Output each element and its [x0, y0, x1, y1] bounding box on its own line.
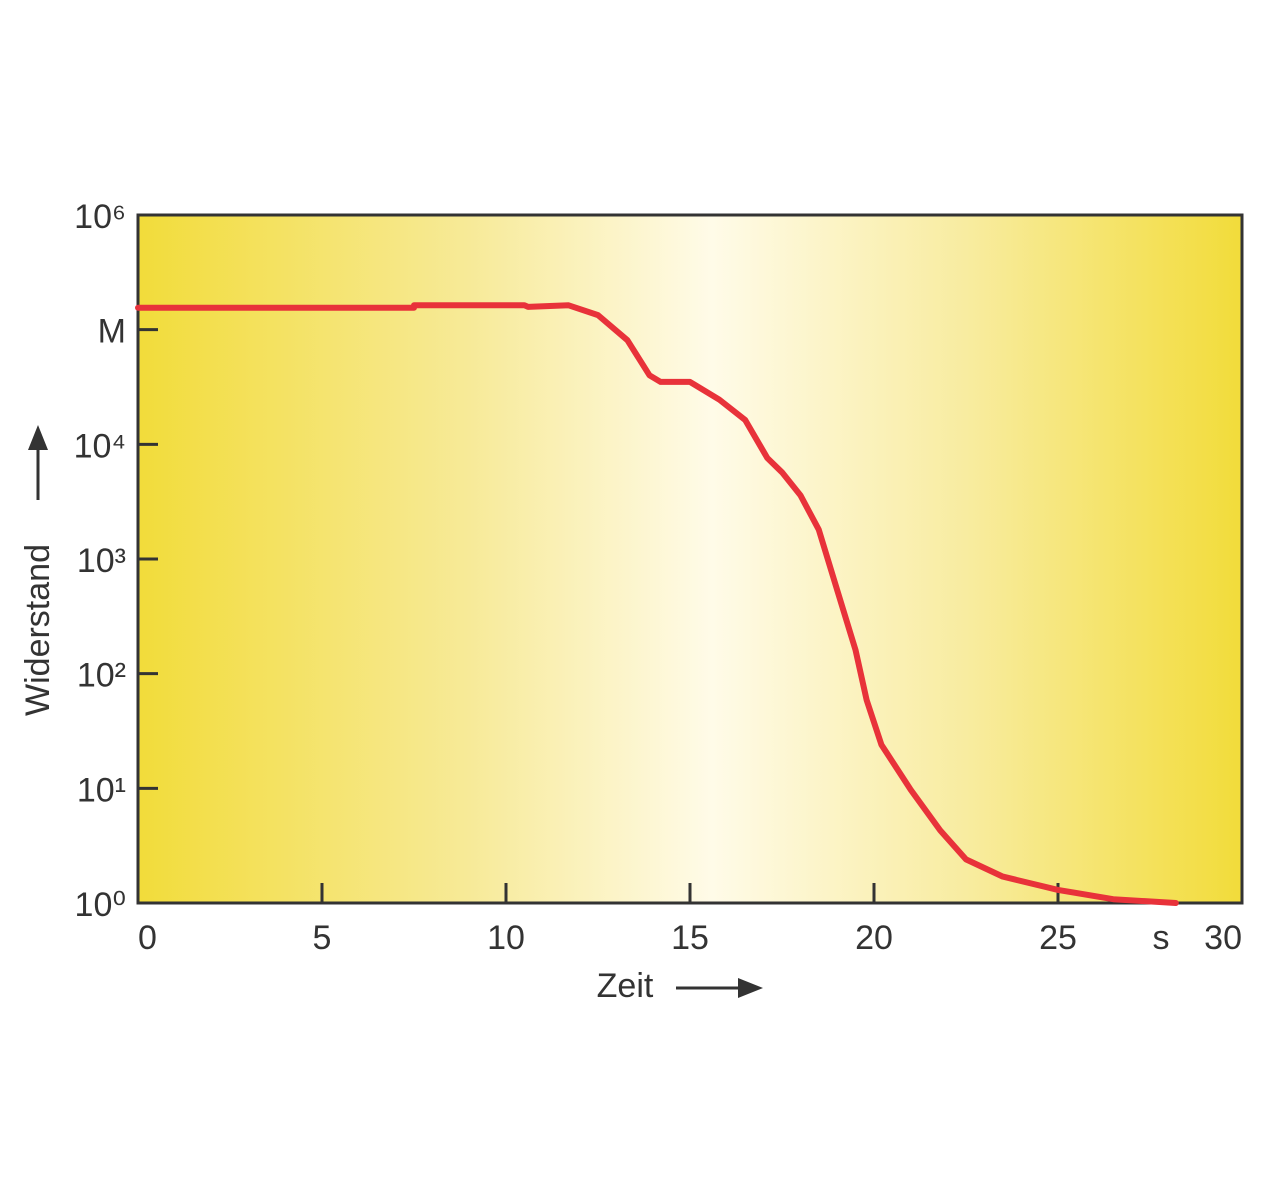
x-tick-label: 15 — [671, 919, 709, 957]
x-unit: s — [1153, 919, 1170, 957]
x-axis-title: Zeit — [597, 967, 654, 1005]
x-tick-label: 25 — [1039, 919, 1077, 957]
x-tick-label: 30 — [1204, 919, 1242, 957]
y-tick-label: 10⁶ — [74, 198, 126, 236]
x-tick-label: 5 — [313, 919, 332, 957]
y-arrow — [28, 425, 48, 500]
y-tick-label: 10⁰ — [75, 886, 126, 924]
x-arrow — [676, 978, 763, 998]
x-tick-label: 0 — [138, 919, 157, 957]
plot-area — [136, 213, 1244, 905]
y-axis-title: Widerstand — [19, 544, 57, 716]
y-tick-label: 10¹ — [77, 771, 126, 809]
x-tick-label: 20 — [855, 919, 893, 957]
y-tick-label: 10² — [77, 657, 126, 695]
y-tick-label: 10⁴ — [74, 427, 126, 465]
y-tick-label: M — [98, 313, 126, 351]
data-line — [135, 302, 1179, 906]
y-tick-label: 10³ — [77, 542, 126, 580]
x-tick-label: 10 — [487, 919, 525, 957]
